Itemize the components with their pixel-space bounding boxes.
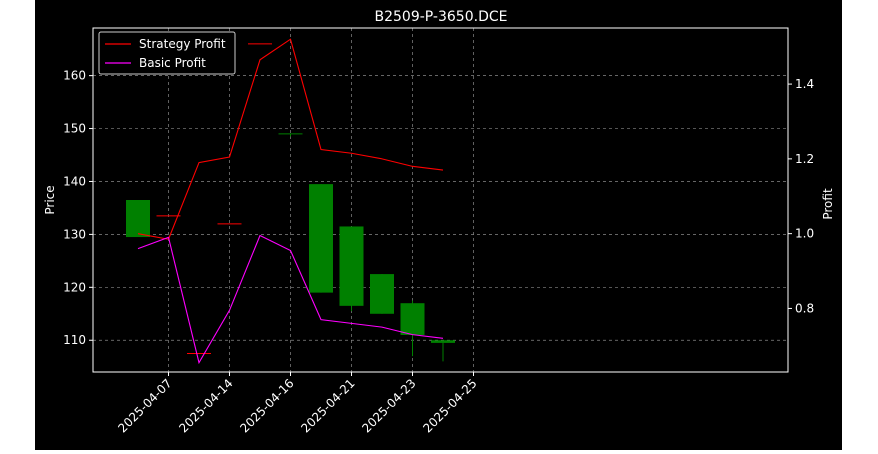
y-left-tick-label: 120 [63,280,86,294]
x-tick-label: 2025-04-07 [115,376,174,435]
candle-body [309,184,333,293]
legend-label-basic: Basic Profit [139,56,206,70]
profit-lines-layer [137,38,444,365]
y-axis-label-right: Profit [821,188,835,220]
legend: Strategy Profit Basic Profit [98,31,236,75]
x-tick-label: 2025-04-21 [298,376,357,435]
y-axis-label-left: Price [43,185,57,214]
y-left-tick-label: 130 [63,227,86,241]
x-tick-label: 2025-04-23 [359,376,418,435]
x-tick-label: 2025-04-25 [420,376,479,435]
candle-body [370,274,394,314]
chart-svg: B2509-P-3650.DCE 2025-04-07 2025-04-14 202… [43,9,835,436]
candle-body [431,340,455,343]
x-tick-label: 2025-04-14 [176,376,235,435]
y-right-tick-label: 1.4 [795,77,814,91]
chart-title: B2509-P-3650.DCE [375,9,508,25]
strategy-profit-line [137,38,444,240]
grid-layer [93,28,788,372]
plot-area-frame [92,27,789,373]
axis-layer: 2025-04-07 2025-04-14 2025-04-16 2025-04-21… [63,69,814,436]
y-left-tick-label: 110 [63,333,86,347]
legend-box [98,31,236,75]
candle-body [339,226,364,306]
y-right-tick-label: 1.2 [795,152,814,166]
legend-label-strategy: Strategy Profit [139,37,226,51]
y-left-tick-label: 150 [63,122,86,136]
y-left-tick-label: 140 [63,174,86,188]
candle-body [400,303,425,335]
candle-body [126,200,150,238]
y-left-tick-label: 160 [63,69,86,83]
basic-profit-line [137,234,444,365]
x-tick-label: 2025-04-16 [237,376,296,435]
y-right-tick-label: 1.0 [795,227,814,241]
chart-figure: B2509-P-3650.DCE 2025-04-07 2025-04-14 202… [35,0,842,450]
y-right-tick-label: 0.8 [795,301,814,315]
candle-layer [126,43,455,362]
